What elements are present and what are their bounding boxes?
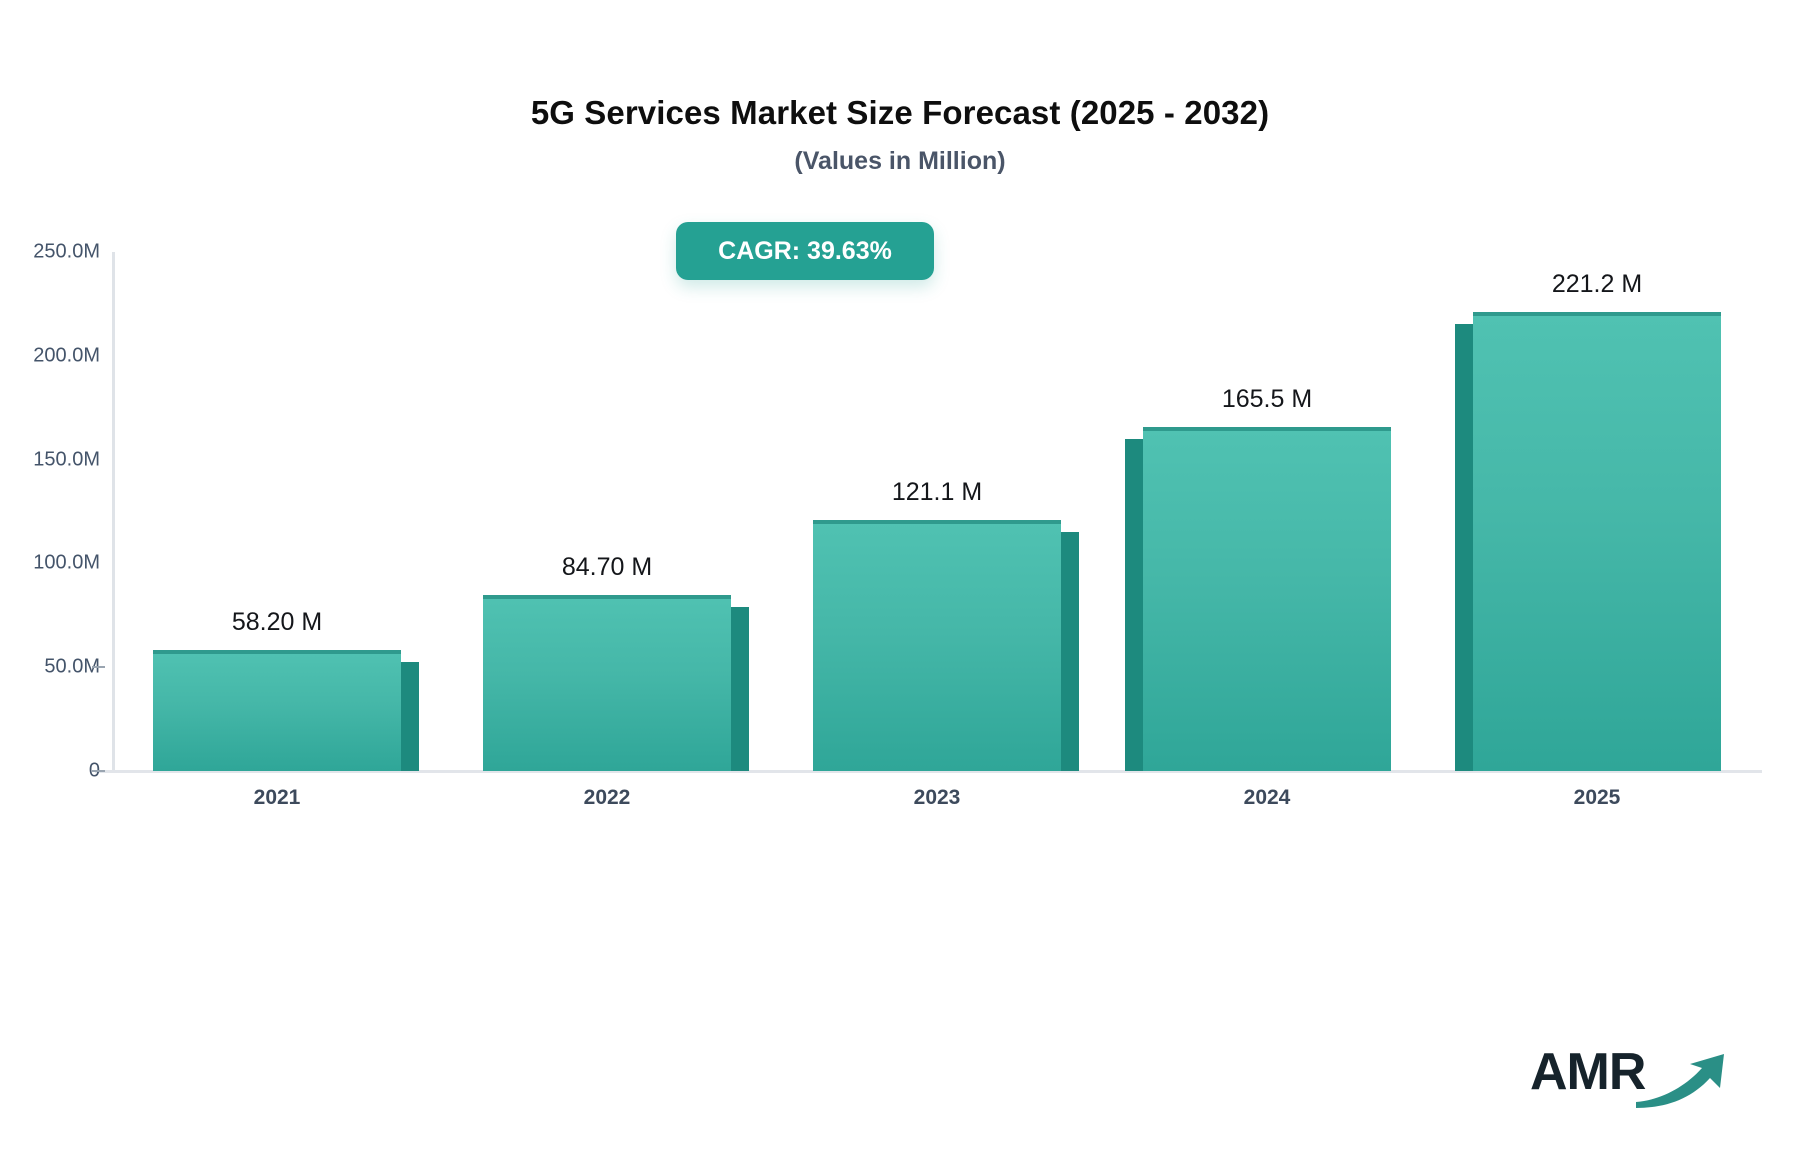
bar[interactable]: [1125, 427, 1391, 771]
y-axis-tick-label: 150.0M: [33, 448, 100, 471]
bar-value-label: 165.5 M: [1221, 385, 1313, 414]
bar-front-face: [813, 519, 1061, 771]
page-title: 5G Services Market Size Forecast (2025 -…: [530, 94, 1270, 131]
bar-side-face: [1125, 439, 1143, 771]
bar[interactable]: [813, 519, 1079, 771]
bar-front-face: [153, 650, 401, 771]
bar-top-edge: [483, 595, 731, 600]
logo-text: AMR: [1530, 1043, 1646, 1101]
bar-side-face: [731, 607, 749, 771]
y-axis-tick-mark: [92, 666, 105, 669]
bar-side-face: [401, 662, 419, 771]
title-block: 5G Services Market Size Forecast (2025 -…: [0, 92, 1800, 176]
bar-top-edge: [1473, 311, 1721, 316]
x-axis-category-label: 2023: [913, 786, 961, 809]
bar-value-label: 58.20 M: [231, 608, 323, 637]
bar[interactable]: [153, 650, 419, 771]
bar-value-label: 221.2 M: [1551, 269, 1643, 298]
bar-value-label: 84.70 M: [561, 553, 653, 582]
y-axis-line: [112, 252, 115, 771]
x-axis-category-label: 2025: [1573, 786, 1621, 809]
x-axis-category-label: 2024: [1243, 786, 1291, 809]
bar[interactable]: [483, 595, 749, 771]
bar-value-label: 121.1 M: [891, 477, 983, 506]
y-axis-tick-label: 0: [0, 760, 100, 783]
y-axis-tick-label: 50.0M: [44, 655, 100, 678]
bar[interactable]: [1455, 311, 1721, 771]
bar-side-face: [1061, 531, 1079, 771]
amr-logo: AMR: [1530, 1040, 1730, 1110]
bar-front-face: [1473, 311, 1721, 771]
cagr-badge: CAGR: 39.63%: [676, 222, 934, 280]
growth-arrow-icon: [1636, 1054, 1724, 1108]
bar-front-face: [1143, 427, 1391, 771]
y-axis-tick-label: 100.0M: [33, 551, 100, 574]
x-axis-category-label: 2022: [583, 786, 631, 809]
bar-top-edge: [813, 519, 1061, 524]
x-axis-line: [95, 770, 1762, 773]
y-axis-tick-mark: [92, 770, 105, 772]
chart-subtitle: (Values in Million): [794, 147, 1006, 176]
y-axis-tick-label: 200.0M: [33, 344, 100, 367]
bar-top-edge: [1143, 427, 1391, 432]
x-axis-category-label: 2021: [253, 786, 301, 809]
bar-front-face: [483, 595, 731, 771]
bar-side-face: [1455, 323, 1473, 771]
y-axis-tick-label: 250.0M: [33, 240, 100, 263]
plot-area: [112, 252, 1762, 771]
bar-top-edge: [153, 650, 401, 655]
